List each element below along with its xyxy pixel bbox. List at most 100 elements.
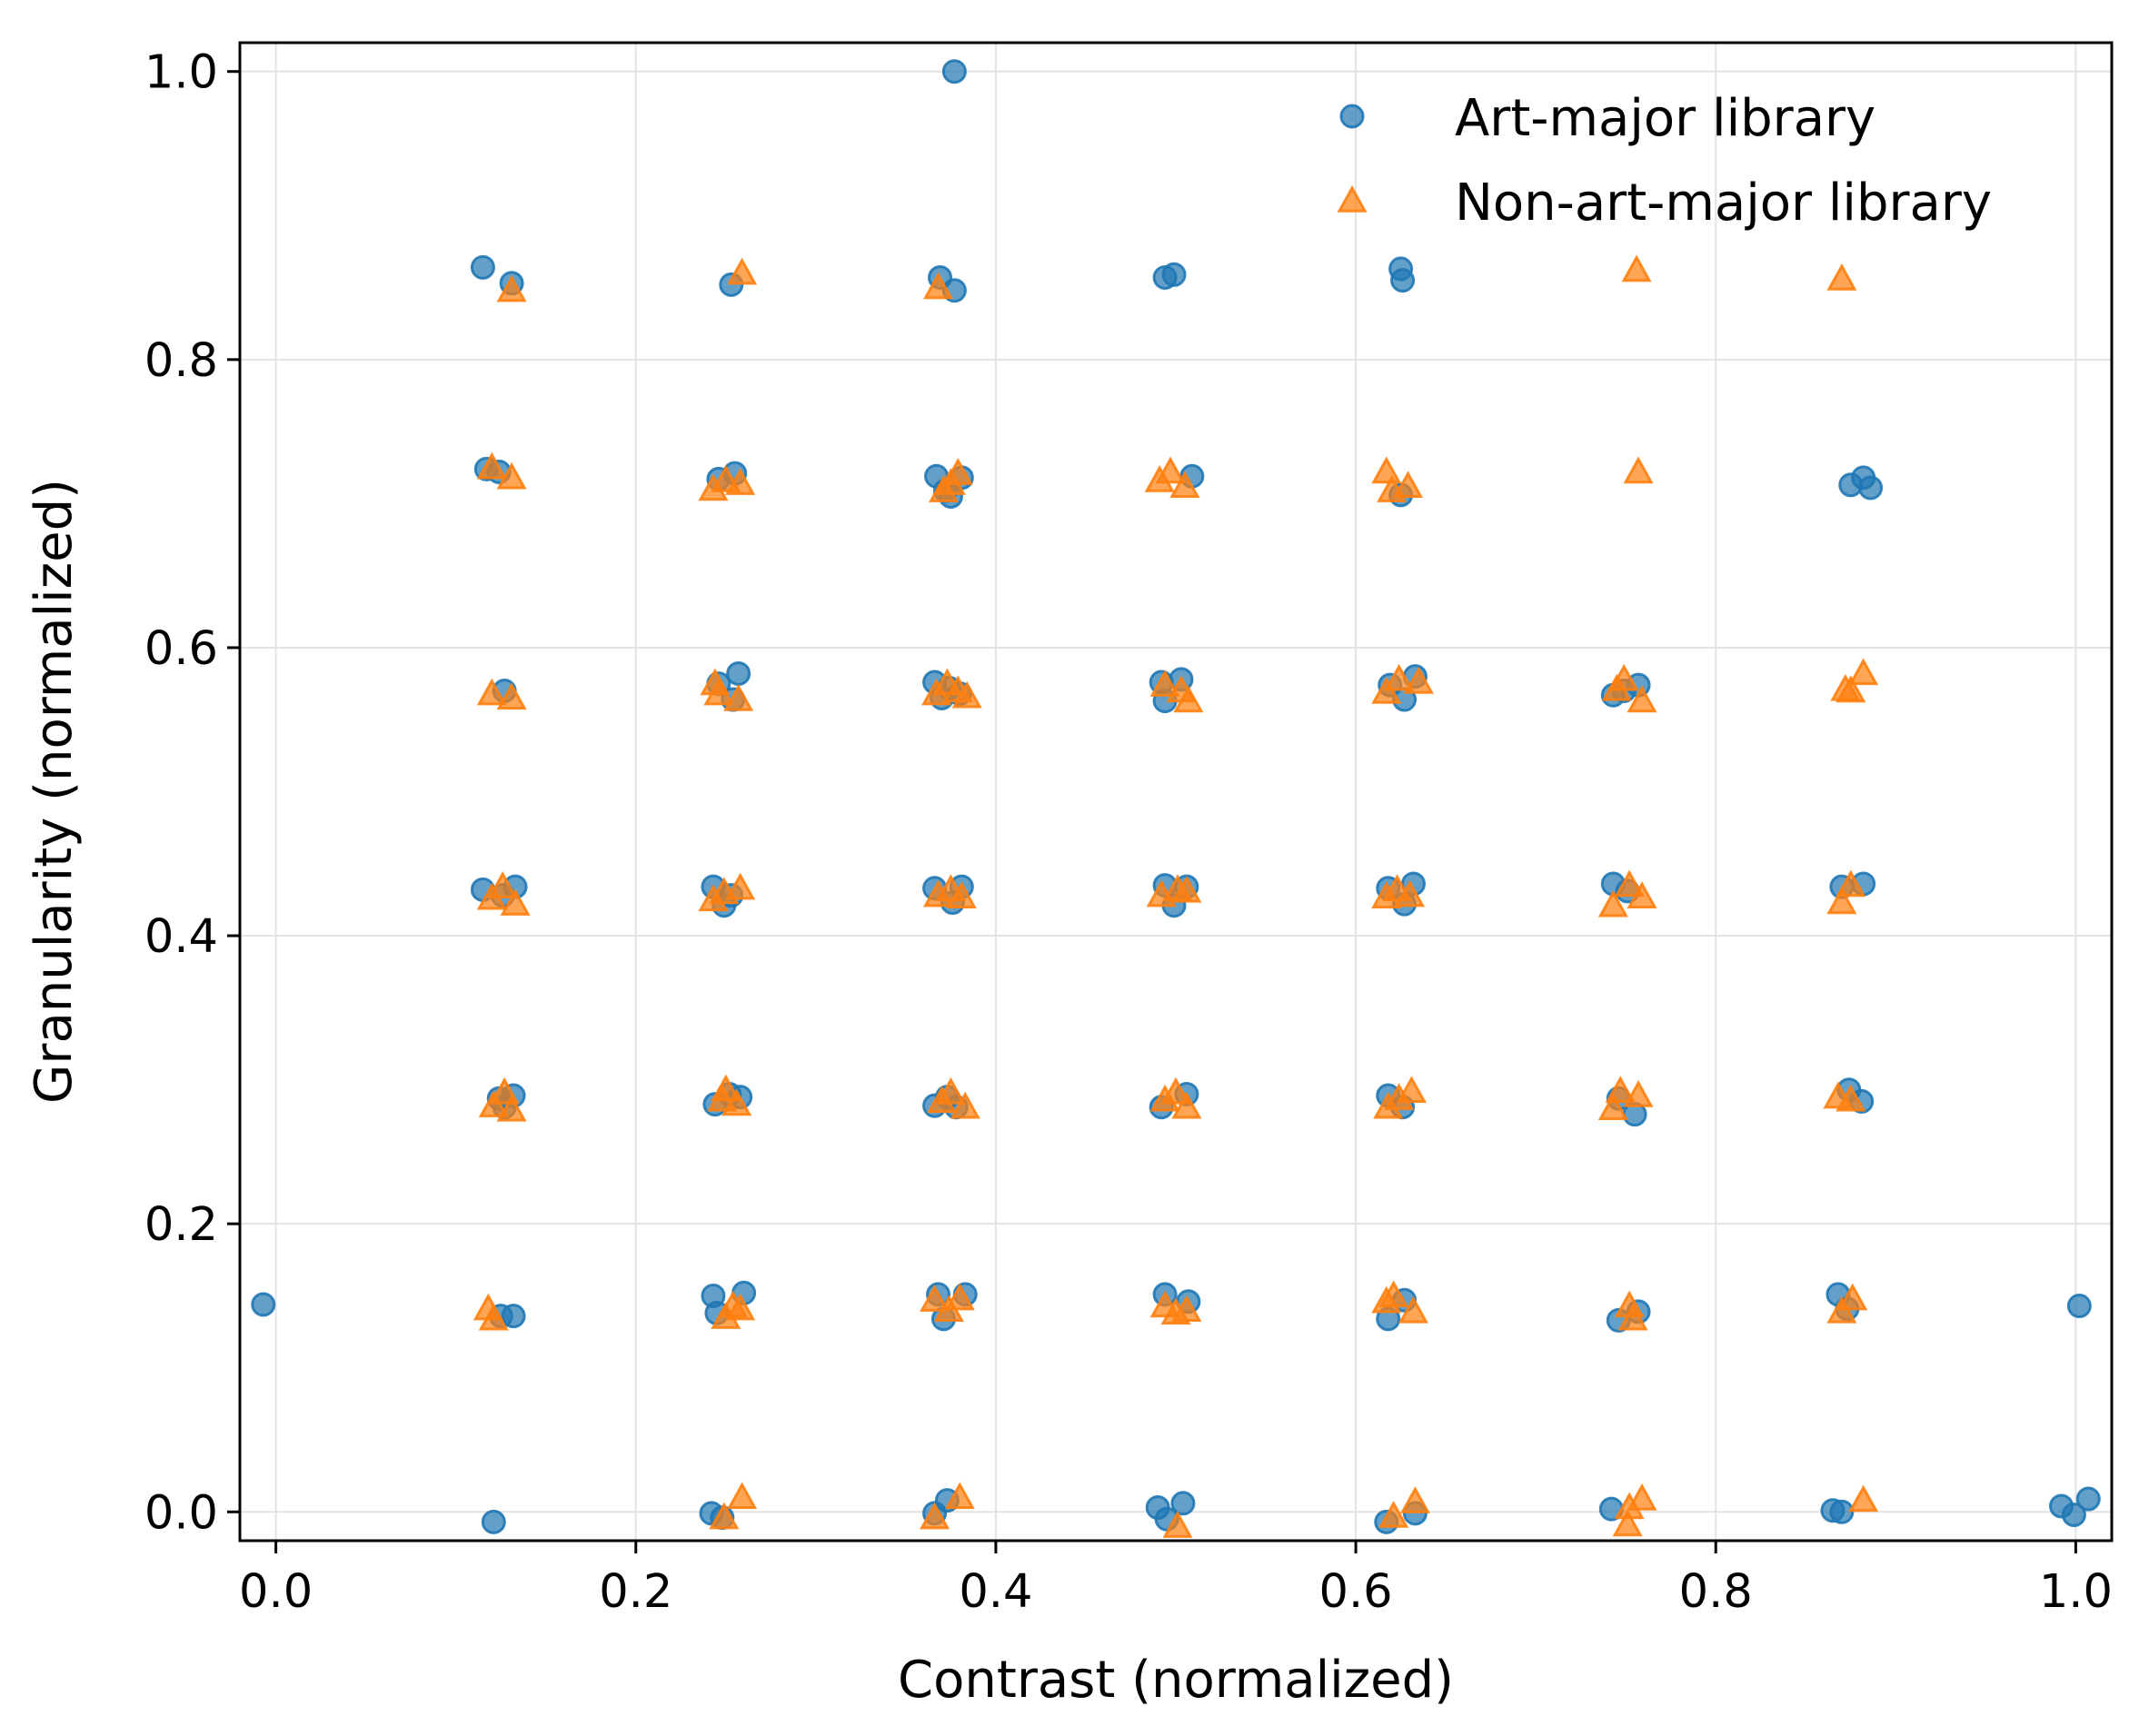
- non-art-major-point: [496, 682, 527, 710]
- y-tick-label: 0.0: [144, 1486, 218, 1540]
- non-art-major-point: [1826, 887, 1857, 915]
- non-art-major-point: [727, 257, 758, 285]
- non-art-major-point: [1399, 1486, 1430, 1513]
- plot-frame: [238, 41, 2114, 1543]
- non-art-major-point: [1836, 675, 1866, 703]
- x-tick-label: 0.0: [239, 1565, 313, 1619]
- y-tick-label: 0.6: [144, 622, 218, 676]
- non-art-major-point: [935, 1076, 966, 1105]
- non-art-major-point: [1623, 1079, 1654, 1107]
- non-art-major-point: [1149, 670, 1180, 697]
- non-art-major-point: [1378, 1280, 1409, 1308]
- non-art-major-point: [1627, 685, 1657, 713]
- non-art-major-point: [1836, 869, 1866, 898]
- non-art-major-point: [1384, 663, 1415, 691]
- art-major-point: [726, 660, 751, 686]
- non-art-major-point: [951, 680, 982, 709]
- y-tick-label: 0.2: [144, 1198, 218, 1252]
- non-art-major-point: [1171, 1295, 1202, 1323]
- non-art-major-point: [1608, 663, 1639, 691]
- art-major-point: [1858, 475, 1884, 501]
- non-art-major-point: [496, 461, 527, 490]
- non-art-major-point: [1169, 471, 1200, 499]
- non-art-major-point: [1836, 1084, 1866, 1112]
- non-art-major-point: [721, 1088, 752, 1116]
- non-art-major-point: [1627, 1483, 1657, 1511]
- art-major-point: [2075, 1486, 2101, 1512]
- non-art-major-point: [1826, 263, 1857, 291]
- x-tick-label: 0.8: [1679, 1565, 1753, 1619]
- non-art-major-point: [1403, 666, 1434, 694]
- non-art-major-point: [727, 1482, 758, 1510]
- non-art-major-point: [1597, 1093, 1628, 1121]
- art-major-point: [251, 1292, 276, 1317]
- non-art-major-point: [944, 1283, 975, 1311]
- non-art-major-point: [920, 1502, 950, 1530]
- non-art-major-point: [1826, 1295, 1857, 1324]
- non-art-major-point: [1371, 456, 1402, 484]
- art-major-point: [1161, 262, 1187, 287]
- y-tick-label: 0.8: [144, 334, 218, 388]
- non-art-major-point: [1848, 658, 1879, 686]
- non-art-major-point: [709, 1502, 740, 1530]
- series-1: [473, 254, 1879, 1538]
- non-art-major-point: [1371, 677, 1402, 704]
- art-major-point: [1170, 1491, 1196, 1516]
- non-art-major-point: [496, 274, 527, 303]
- non-art-major-point: [1617, 1303, 1648, 1331]
- non-art-major-point: [1614, 869, 1645, 898]
- art-major-point: [501, 1304, 526, 1329]
- non-art-major-point: [1173, 685, 1204, 713]
- non-art-major-point: [725, 872, 756, 900]
- non-art-major-point: [1848, 1484, 1879, 1513]
- x-tick-label: 0.2: [599, 1565, 672, 1619]
- non-art-major-point: [1837, 1283, 1868, 1311]
- y-tick-label: 0.4: [144, 910, 218, 964]
- art-major-point: [2066, 1294, 2092, 1319]
- non-art-major-point: [1396, 1076, 1428, 1103]
- art-major-point: [470, 254, 495, 280]
- data-points: [251, 59, 2101, 1538]
- non-art-major-point: [1171, 1091, 1202, 1119]
- non-art-major-point: [1612, 1509, 1643, 1537]
- legend-label-1: Non-art-major library: [1455, 174, 1992, 233]
- non-art-major-point: [725, 1293, 756, 1321]
- non-art-major-point: [476, 678, 507, 706]
- non-art-major-point: [487, 871, 518, 898]
- y-axis-label: Granularity (normalized): [25, 479, 84, 1104]
- x-tick-label: 0.4: [959, 1565, 1032, 1619]
- x-tick-label: 0.6: [1319, 1565, 1393, 1619]
- non-art-major-point: [1394, 879, 1426, 908]
- non-art-major-point: [476, 451, 507, 480]
- non-art-major-point: [1398, 1295, 1429, 1324]
- non-art-major-point: [950, 1091, 980, 1119]
- art-major-point: [941, 59, 967, 84]
- non-art-major-point: [928, 475, 960, 502]
- non-art-major-point: [920, 1285, 950, 1312]
- non-art-major-point: [1597, 889, 1628, 918]
- non-art-major-point: [1605, 1076, 1636, 1103]
- legend-circle-marker: [1339, 104, 1365, 129]
- non-art-major-point: [711, 1074, 741, 1102]
- non-art-major-point: [1623, 456, 1654, 484]
- non-art-major-point: [703, 678, 734, 706]
- non-art-major-point: [1627, 881, 1657, 908]
- non-art-major-point: [500, 888, 531, 916]
- non-art-major-point: [944, 1482, 975, 1510]
- x-axis-label: Contrast (normalized): [898, 1651, 1454, 1710]
- non-art-major-point: [922, 272, 954, 300]
- non-art-major-point: [1378, 1500, 1409, 1528]
- non-art-major-point: [1155, 456, 1186, 484]
- non-art-major-point: [478, 1303, 509, 1331]
- non-art-major-point: [1171, 875, 1202, 903]
- non-art-major-point: [1162, 1511, 1193, 1538]
- art-major-point: [1390, 268, 1416, 293]
- non-art-major-point: [946, 881, 977, 908]
- non-art-major-point: [942, 457, 973, 485]
- grid-lines: [240, 43, 2112, 1541]
- non-art-major-point: [723, 683, 754, 711]
- legend: Art-major library Non-art-major library: [1337, 89, 1992, 233]
- art-major-point: [481, 1509, 506, 1534]
- non-art-major-point: [1392, 471, 1424, 499]
- art-major-point: [2061, 1502, 2086, 1527]
